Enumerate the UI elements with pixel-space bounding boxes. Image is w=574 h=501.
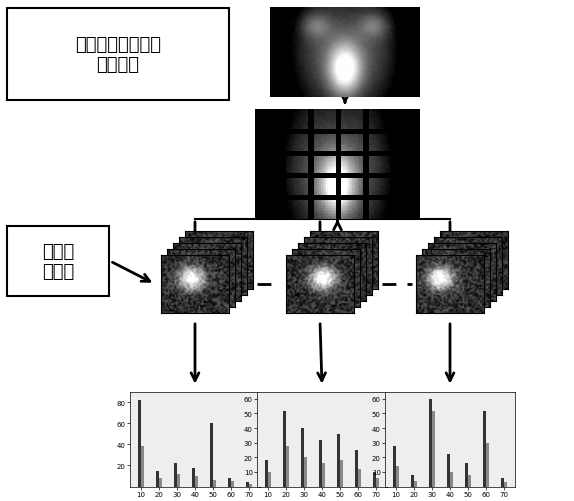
Bar xyxy=(301,428,304,486)
Bar xyxy=(432,411,435,486)
Bar xyxy=(468,475,471,486)
Bar xyxy=(414,480,417,486)
Bar xyxy=(376,478,379,486)
Bar xyxy=(249,484,253,486)
Bar xyxy=(396,466,399,486)
Bar xyxy=(228,478,231,486)
Bar xyxy=(340,460,343,486)
Bar xyxy=(447,454,450,486)
Bar xyxy=(213,480,216,486)
Bar xyxy=(501,478,504,486)
Bar xyxy=(265,460,268,486)
Bar xyxy=(282,411,286,486)
Bar xyxy=(337,434,340,486)
Bar xyxy=(322,463,325,486)
Bar xyxy=(177,474,180,486)
Bar xyxy=(156,471,159,486)
Bar xyxy=(358,469,362,486)
Bar xyxy=(210,423,213,486)
Bar xyxy=(195,476,198,486)
Bar xyxy=(393,446,396,486)
Bar xyxy=(138,400,141,486)
Bar xyxy=(141,446,144,486)
Bar xyxy=(429,399,432,486)
Bar xyxy=(304,457,307,486)
Bar xyxy=(450,472,453,486)
Text: 三维人脸视觉词典
向量描述: 三维人脸视觉词典 向量描述 xyxy=(75,36,161,74)
Bar xyxy=(319,440,322,486)
Bar xyxy=(483,411,486,486)
Bar xyxy=(504,482,507,486)
Bar xyxy=(231,481,234,486)
Bar xyxy=(465,463,468,486)
Bar xyxy=(268,472,271,486)
Text: 视觉词
典映射: 视觉词 典映射 xyxy=(42,242,74,281)
Bar xyxy=(192,467,195,486)
Bar xyxy=(410,475,414,486)
Bar xyxy=(373,472,376,486)
Bar xyxy=(286,446,289,486)
Bar xyxy=(174,463,177,486)
Bar xyxy=(355,450,358,486)
Bar xyxy=(486,443,490,486)
Bar xyxy=(246,482,249,486)
Bar xyxy=(159,478,162,486)
FancyBboxPatch shape xyxy=(7,226,109,297)
FancyBboxPatch shape xyxy=(7,9,229,101)
